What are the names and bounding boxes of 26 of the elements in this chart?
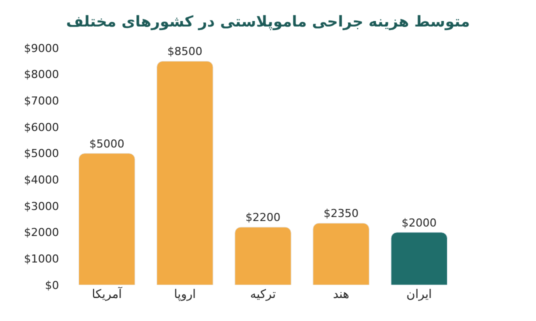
y-tick-label: $1000	[24, 252, 59, 266]
bar	[156, 60, 214, 285]
x-tick-label: ایران	[406, 287, 432, 301]
bar	[234, 226, 292, 285]
y-tick-label: $6000	[24, 120, 59, 134]
data-label: $2000	[402, 216, 437, 230]
y-tick-label: $3000	[24, 200, 59, 213]
data-label: $8500	[167, 45, 202, 58]
bar	[78, 153, 136, 285]
data-label: $5000	[89, 137, 124, 150]
y-tick-label: $4000	[24, 174, 59, 187]
y-tick-label: $7000	[24, 94, 59, 108]
data-label: $2350	[324, 207, 359, 220]
bar	[390, 232, 448, 285]
x-tick-label: هند	[332, 287, 350, 301]
y-tick-label: $0	[45, 278, 59, 292]
chart-title: متوسط هزینه جراحی ماموپلاستی در کشورهای مختلف	[66, 12, 470, 31]
y-tick-label: $2000	[24, 226, 59, 240]
y-tick-label: $5000	[24, 147, 59, 160]
data-label: $2200	[246, 211, 280, 224]
x-tick-label: ترکیه	[250, 287, 276, 301]
x-tick-label: آمریکا	[92, 286, 123, 301]
y-tick-label: $9000	[24, 42, 59, 55]
bar	[312, 222, 370, 285]
x-tick-label: اروپا	[174, 287, 196, 301]
y-tick-label: $8000	[24, 68, 59, 82]
